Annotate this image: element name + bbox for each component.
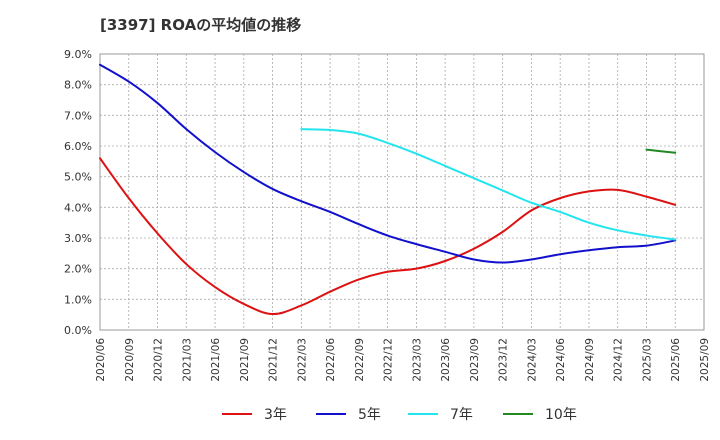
x-tick-label: 2025/06 xyxy=(670,338,682,382)
x-tick-label: 2024/03 xyxy=(526,338,538,382)
x-tick-label: 2024/06 xyxy=(555,338,567,382)
legend-label-4: 10年 xyxy=(545,407,577,423)
x-tick-label: 2021/09 xyxy=(239,338,251,382)
y-tick-label: 8.0% xyxy=(64,79,92,92)
x-tick-label: 2023/09 xyxy=(469,338,481,382)
y-tick-label: 7.0% xyxy=(64,109,92,122)
y-tick-label: 6.0% xyxy=(64,140,92,153)
x-tick-label: 2021/03 xyxy=(181,338,193,382)
y-tick-label: 2.0% xyxy=(64,263,92,276)
x-tick-label: 2022/03 xyxy=(296,338,308,382)
y-tick-label: 1.0% xyxy=(64,293,92,306)
x-tick-label: 2021/12 xyxy=(268,338,280,382)
x-tick-label: 2023/06 xyxy=(440,338,452,382)
x-tick-label: 2024/12 xyxy=(613,338,625,382)
x-tick-label: 2020/09 xyxy=(124,338,136,382)
x-tick-label: 2025/09 xyxy=(699,338,711,382)
plot-area xyxy=(99,53,705,331)
chart-title: [3397] ROAの平均値の推移 xyxy=(100,16,302,34)
legend-label-1: 3年 xyxy=(264,407,287,423)
x-tick-label: 2023/03 xyxy=(411,338,423,382)
x-tick-label: 2022/09 xyxy=(354,338,366,382)
x-tick-label: 2020/06 xyxy=(95,338,107,382)
y-tick-label: 5.0% xyxy=(64,171,92,184)
x-tick-label: 2020/12 xyxy=(153,338,165,382)
x-tick-label: 2024/09 xyxy=(584,338,596,382)
x-tick-label: 2021/06 xyxy=(210,338,222,382)
series-line-1 xyxy=(99,157,677,316)
x-tick-label: 2022/12 xyxy=(383,338,395,382)
x-tick-label: 2025/03 xyxy=(641,338,653,382)
y-tick-label: 9.0% xyxy=(64,48,92,61)
series-line-2 xyxy=(99,63,677,264)
legend-label-3: 7年 xyxy=(450,407,473,423)
series-line-4 xyxy=(645,148,677,154)
legend-label-2: 5年 xyxy=(358,407,381,423)
x-tick-label: 2022/06 xyxy=(325,338,337,382)
y-tick-label: 0.0% xyxy=(64,324,92,337)
y-tick-label: 4.0% xyxy=(64,201,92,214)
y-tick-label: 3.0% xyxy=(64,232,92,245)
series-line-3 xyxy=(300,128,677,241)
x-tick-label: 2023/12 xyxy=(498,338,510,382)
